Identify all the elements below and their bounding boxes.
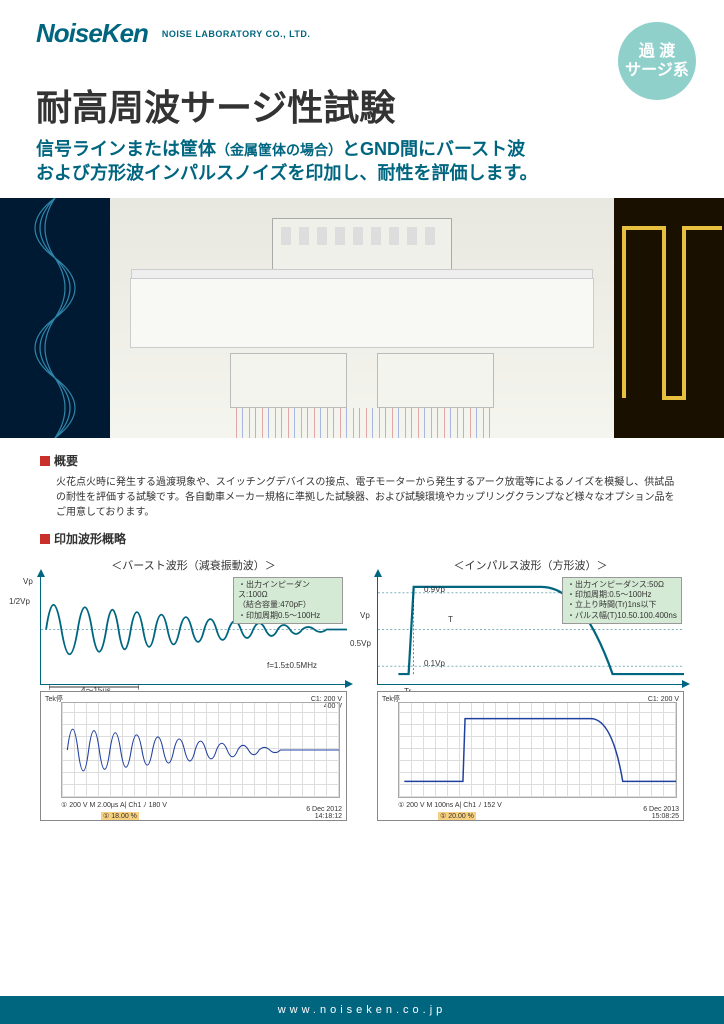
burst-freq: f=1.5±0.5MHz xyxy=(267,661,317,670)
badge-line1: 過 渡 xyxy=(639,42,675,61)
impulse-vp: Vp xyxy=(360,611,370,620)
subtitle-1b: とGND間にバースト波 xyxy=(342,139,525,159)
scope-right-date: 6 Dec 2013 15:08:25 xyxy=(643,806,679,820)
impulse-spec: ・出力インピーダンス:50Ω ・印加周期:0.5〜100Hz ・立上り時間(Tr… xyxy=(562,577,682,625)
footer-url: www.noiseken.co.jp xyxy=(0,996,724,1024)
overview-text: 火花点火時に発生する過渡現象や、スイッチングデバイスの接点、電子モーターから発生… xyxy=(40,473,684,520)
impulse-diagram-col: ＜インパルス波形（方形波）＞ 0.9Vp Vp 0.5Vp 0.1Vp T Tr… xyxy=(377,557,684,689)
burst-spec: ・出力インピーダンス:100Ω （結合容量:470pF） ・印加周期0.5〜10… xyxy=(233,577,343,625)
overview-head: 概要 xyxy=(40,452,684,469)
scope-right-bottom: ① 200 V M 100ns A| Ch1 ﾉ 152 V xyxy=(398,800,502,810)
hero-scope-left xyxy=(0,198,110,438)
subtitle-1a: 信号ラインまたは筐体 xyxy=(36,139,216,159)
hero-scope-right xyxy=(614,198,724,438)
hero-image-row xyxy=(0,198,724,438)
impulse-title: ＜インパルス波形（方形波）＞ xyxy=(377,557,684,573)
scope-burst: Tek停_ C1: 200 V 400 V ① 200 V M 2.00µs A… xyxy=(40,691,347,821)
impulse-01vp: 0.1Vp xyxy=(424,659,445,668)
hero-equipment xyxy=(110,198,614,438)
scope-left-bottom: ① 200 V M 2.00µs A| Ch1 ﾉ 180 V xyxy=(61,800,167,810)
company-name: NOISE LABORATORY CO., LTD. xyxy=(162,29,311,39)
scope-right-pct: ① 20.00 % xyxy=(438,812,476,820)
subtitle-paren: （金属筐体の場合） xyxy=(216,142,342,158)
category-badge: 過 渡 サージ系 xyxy=(618,22,696,100)
badge-line2: サージ系 xyxy=(625,61,689,80)
scope-left-date: 6 Dec 2012 14:18:12 xyxy=(306,806,342,820)
burst-title: ＜バースト波形（減衰振動波）＞ xyxy=(40,557,347,573)
scope-impulse: Tek停_ C1: 200 V ① 200 V M 100ns A| Ch1 ﾉ… xyxy=(377,691,684,821)
wave-head: 印加波形概略 xyxy=(40,530,684,547)
subtitle-2: および方形波インパルスノイズを印加し、耐性を評価します。 xyxy=(36,163,538,183)
burst-halfvp: 1/2Vp xyxy=(9,597,30,606)
impulse-T: T xyxy=(448,615,453,624)
subtitle: 信号ラインまたは筐体（金属筐体の場合）とGND間にバースト波 および方形波インパ… xyxy=(0,137,724,198)
page-title: 耐高周波サージ性試験 xyxy=(0,49,724,137)
impulse-05vp: 0.5Vp xyxy=(350,639,371,648)
scope-left-pct: ① 18.00 % xyxy=(101,812,139,820)
burst-diagram-col: ＜バースト波形（減衰振動波）＞ Vp 1/2Vp 4〜15us f=1.5±0.… xyxy=(40,557,347,689)
wave-head-text: 印加波形概略 xyxy=(54,532,126,546)
impulse-09vp: 0.9Vp xyxy=(424,585,445,594)
burst-vp: Vp xyxy=(23,577,33,586)
brand-logo: NoiseKen xyxy=(36,18,148,49)
overview-head-text: 概要 xyxy=(54,454,78,468)
